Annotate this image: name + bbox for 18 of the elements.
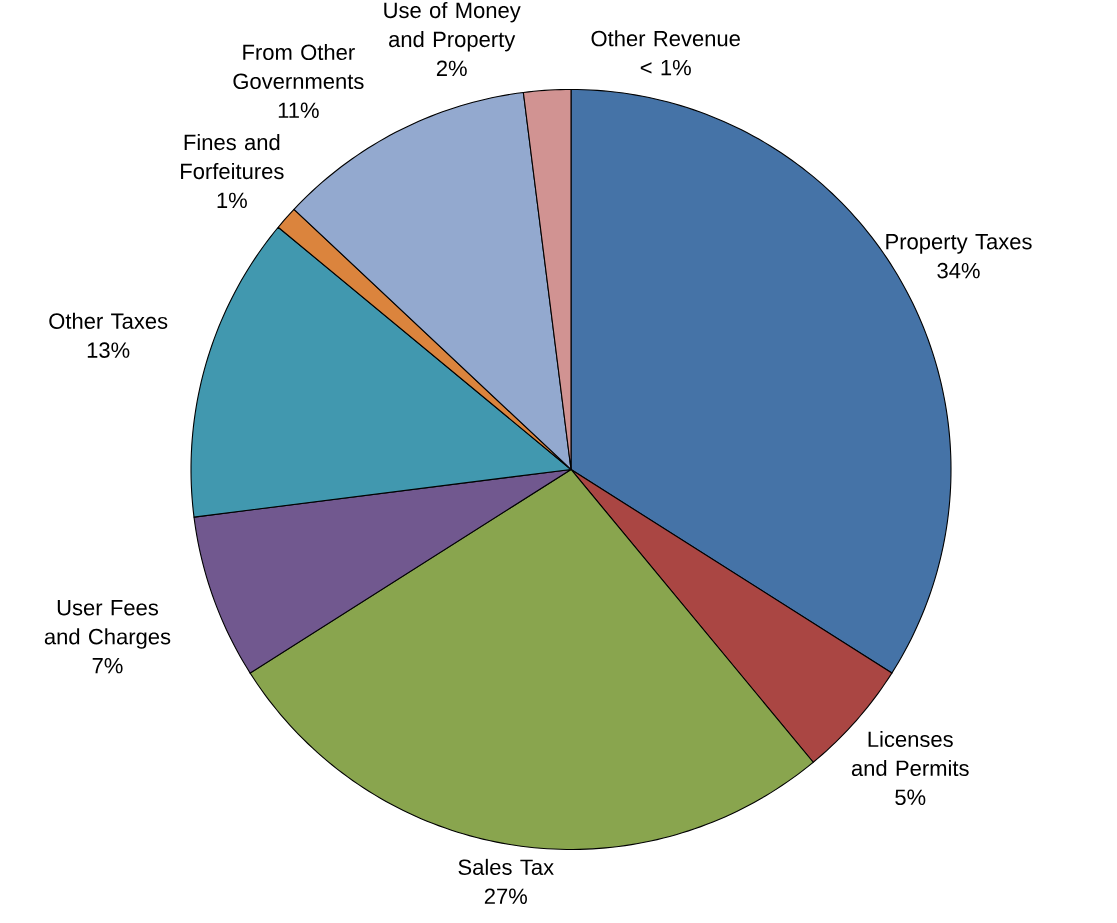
data-label: 27% — [484, 888, 527, 904]
text: < 1% — [640, 59, 691, 76]
data-label: 34% — [937, 262, 980, 279]
data-label: 2% — [436, 60, 467, 76]
slice-label: Use of Money and Property — [384, 1, 521, 52]
slice-label: From Other Governments — [233, 43, 364, 89]
category-label: Other Revenue — [591, 29, 740, 47]
slice-label: Property Taxes — [886, 233, 1032, 254]
slice-label: Fines and Forfeitures — [181, 133, 284, 179]
slice-label: Other Taxes — [49, 312, 168, 329]
data-label: 1% — [217, 192, 247, 208]
slice-label: Sales Tax — [458, 858, 554, 875]
data-label: 11% — [278, 102, 319, 118]
data-label: 13% — [87, 342, 130, 358]
slice-label: Licenses and Permits — [851, 730, 969, 776]
slice-label: User Fees and Charges — [44, 599, 171, 649]
data-label: 7% — [92, 657, 123, 674]
data-label: 5% — [895, 789, 926, 805]
